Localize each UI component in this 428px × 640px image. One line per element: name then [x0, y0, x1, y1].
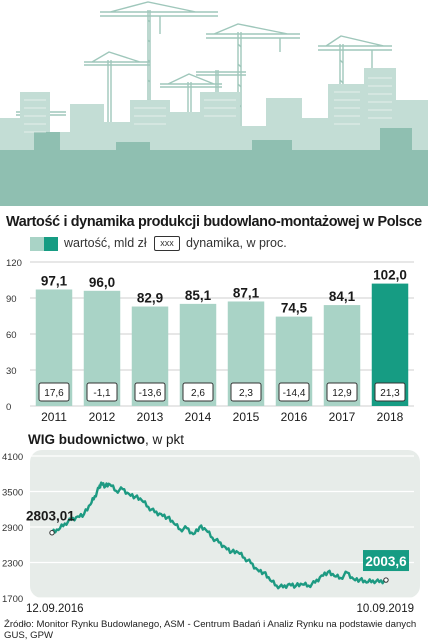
start-point [49, 530, 55, 536]
legend-dynamics-label: dynamika, w proc. [186, 236, 287, 250]
dynamics-label: -13,6 [139, 388, 162, 399]
x-tick-label: 2017 [329, 410, 356, 424]
dynamics-label: 2,3 [239, 388, 253, 399]
dynamics-box [278, 382, 310, 402]
chart-panel [30, 450, 420, 598]
dynamics-box [86, 382, 118, 402]
line-chart-title: WIG budownictwo, w pkt [28, 432, 185, 447]
chart-title: Wartość i dynamika produkcji budowlano-m… [6, 214, 422, 230]
legend-value-label: wartość, mld zł [64, 236, 147, 250]
x-tick-label: 2013 [137, 410, 164, 424]
bar-value-label: 102,0 [373, 268, 407, 283]
bar-value-label: 97,1 [41, 273, 68, 288]
line-chart-title-main: WIG budownictwo [28, 432, 145, 447]
bar-value-label: 96,0 [89, 275, 115, 290]
dynamics-label: 21,3 [380, 388, 400, 399]
dynamics-box [230, 382, 262, 402]
legend-dynamics-box: xxx [154, 236, 180, 251]
x-tick-label-end: 10.09.2019 [356, 603, 414, 615]
dynamics-label: 17,6 [44, 388, 64, 399]
legend-swatch-dark [44, 237, 58, 251]
dynamics-label: -1,1 [93, 388, 111, 399]
dynamics-box [38, 382, 70, 402]
end-value-badge [363, 550, 409, 572]
x-tick-label: 2018 [377, 410, 404, 424]
bar-value-label: 84,1 [329, 289, 356, 304]
y-tick-label: 3500 [2, 488, 23, 499]
y-tick-label: 2900 [2, 523, 23, 534]
y-tick-label: 30 [6, 366, 17, 377]
source-note: Źródło: Monitor Rynku Budowlanego, ASM -… [4, 619, 417, 640]
y-tick-label: 60 [6, 330, 17, 341]
dynamics-box [326, 382, 358, 402]
dynamics-label: 2,6 [191, 388, 205, 399]
x-tick-label: 2016 [281, 410, 308, 424]
y-tick-label: 4100 [2, 452, 23, 463]
skyline-illustration [0, 1, 428, 206]
end-value-label: 2003,6 [365, 554, 407, 569]
dynamics-box [374, 382, 406, 402]
y-tick-label: 120 [6, 258, 22, 269]
bar-value-label: 74,5 [281, 301, 308, 316]
legend-swatch-light [30, 237, 44, 251]
bar-chart: 0 30 60 90 120 97,1 17,6 2011 96,0 -1,1 2012 82,9 -1… [6, 258, 414, 424]
dynamics-box [182, 382, 214, 402]
dynamics-label: 12,9 [332, 388, 352, 399]
y-tick-label: 1700 [2, 594, 23, 605]
x-tick-label: 2015 [233, 410, 260, 424]
x-tick-label: 2014 [185, 410, 212, 424]
bar-value-label: 87,1 [233, 285, 260, 300]
dynamics-label: -14,4 [283, 388, 306, 399]
y-tick-label: 90 [6, 294, 17, 305]
bar-value-label: 82,9 [137, 291, 163, 306]
y-tick-label: 0 [6, 402, 11, 413]
start-value-label: 2803,01 [26, 509, 75, 524]
x-tick-label: 2012 [89, 410, 116, 424]
series-line [50, 481, 387, 590]
dynamics-box [134, 382, 166, 402]
bar-value-label: 85,1 [185, 288, 212, 303]
line-chart-unit: w pkt [152, 432, 185, 447]
line-chart: 1700 2300 2900 3500 4100 2803,01 2003,6 12.09.2… [2, 450, 420, 615]
end-point [383, 577, 389, 583]
x-tick-label: 2011 [41, 410, 67, 424]
y-tick-label: 2300 [2, 559, 23, 570]
x-tick-label-start: 12.09.2016 [26, 603, 84, 615]
